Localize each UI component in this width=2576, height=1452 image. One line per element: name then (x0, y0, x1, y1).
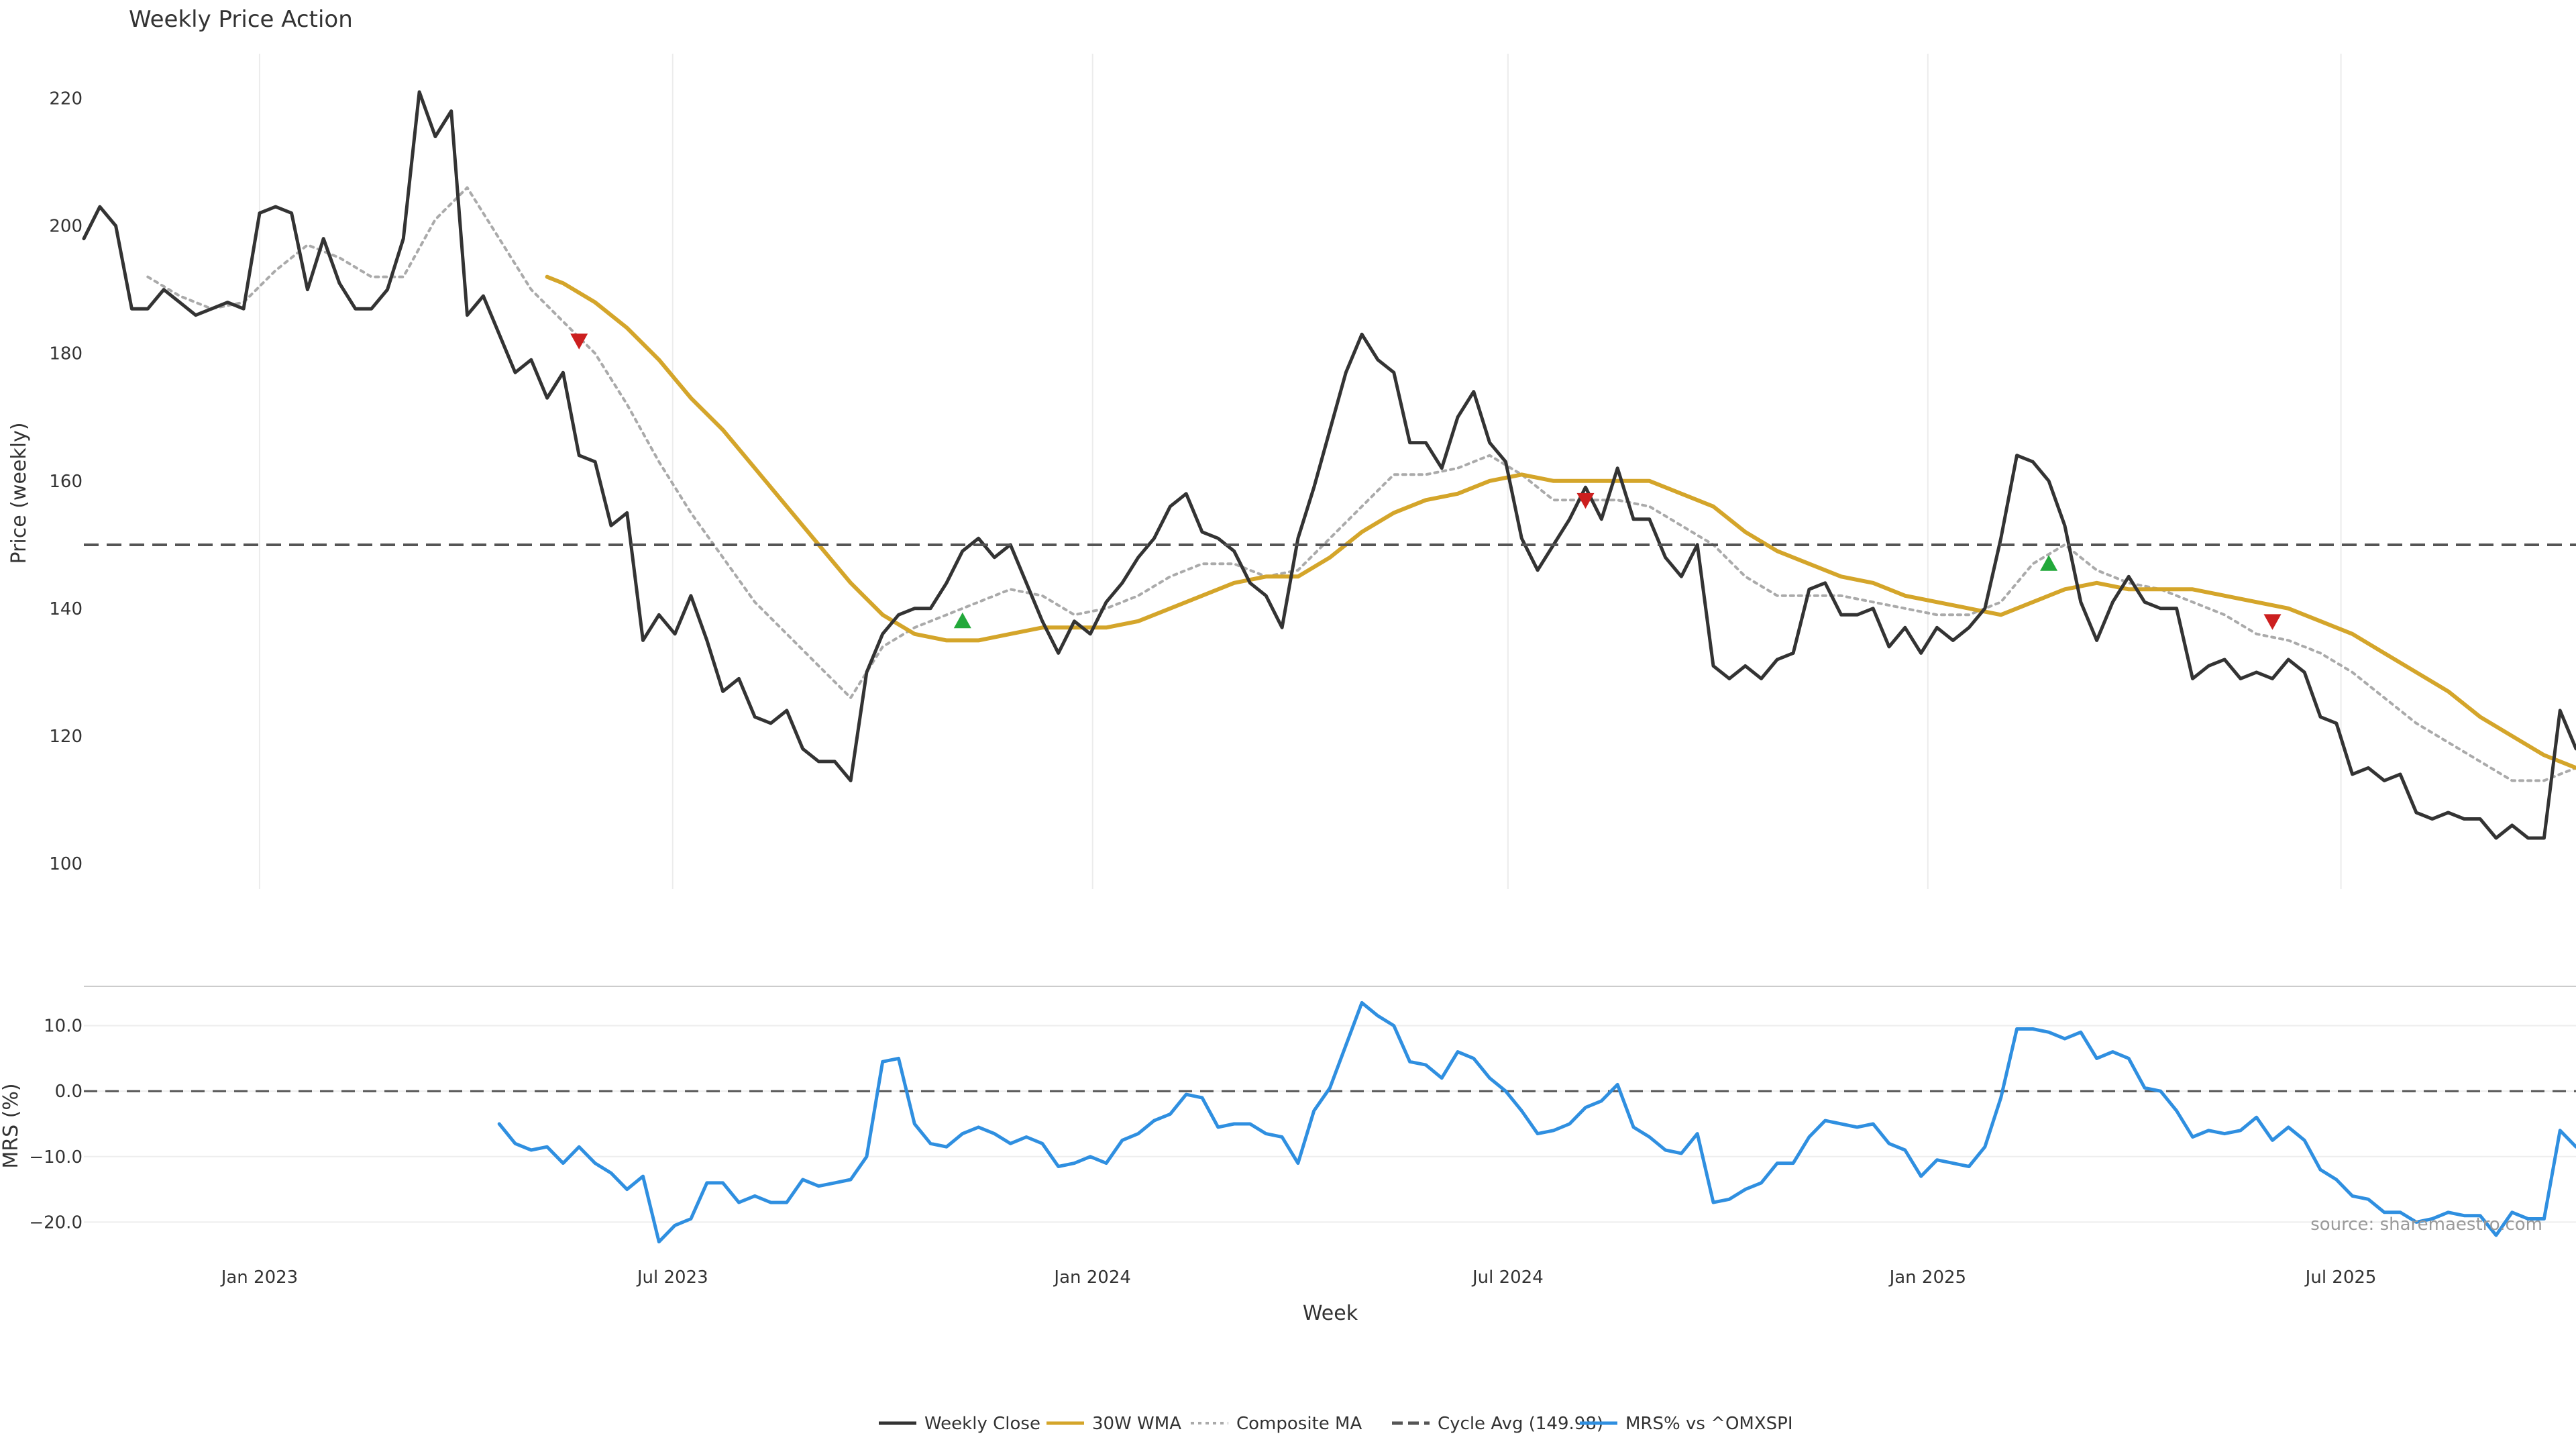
mrs-series-group (84, 1000, 2576, 1244)
legend-label: Weekly Close (924, 1414, 1040, 1434)
mrs-y-tick-label: −20.0 (29, 1212, 83, 1233)
mrs-y-ticks: 10.0 0.0 −10.0 −20.0 (29, 1017, 83, 1233)
price-grid (258, 54, 2342, 889)
wma-30w-line (545, 274, 2576, 770)
composite-ma-line (146, 186, 2576, 782)
x-axis-label: Week (1303, 1302, 1358, 1325)
price-y-tick-label: 220 (49, 89, 83, 109)
mrs-y-axis-label: MRS (%) (0, 1083, 23, 1168)
x-tick-label: Jan 2025 (1888, 1267, 1967, 1288)
sell-signal-marker (2263, 614, 2282, 630)
buy-signal-marker (2040, 555, 2058, 571)
price-y-tick-label: 180 (49, 344, 83, 364)
x-ticks: Jan 2023 Jul 2023 Jan 2024 Jul 2024 Jan 2025… (220, 1267, 2377, 1288)
price-series-group (82, 90, 2576, 840)
mrs-line (497, 1000, 2576, 1244)
source-watermark: source: sharemaestro.com (2310, 1214, 2542, 1235)
x-tick-label: Jul 2023 (636, 1267, 708, 1288)
legend-label: Cycle Avg (149.98) (1438, 1414, 1603, 1434)
price-y-tick-label: 120 (49, 727, 83, 747)
mrs-grid (84, 1025, 2576, 1223)
sell-signal-marker (1576, 492, 1595, 509)
x-tick-label: Jan 2023 (220, 1267, 299, 1288)
x-tick-label: Jul 2024 (1471, 1267, 1544, 1288)
price-y-tick-label: 140 (49, 599, 83, 619)
price-y-axis-label: Price (weekly) (7, 422, 31, 564)
price-y-tick-label: 100 (49, 854, 83, 874)
price-y-ticks: 100 120 140 160 180 200 220 (49, 89, 83, 874)
chart-title: Weekly Price Action (129, 6, 353, 33)
price-y-tick-label: 160 (49, 472, 83, 492)
signal-markers (570, 333, 2282, 630)
legend-label: Composite MA (1236, 1414, 1362, 1434)
sell-signal-marker (570, 333, 588, 350)
legend-label: MRS% vs ^OMXSPI (1625, 1414, 1793, 1434)
buy-signal-marker (953, 612, 971, 629)
mrs-y-tick-label: −10.0 (29, 1147, 83, 1168)
weekly-close-line (82, 90, 2576, 840)
mrs-y-tick-label: 10.0 (44, 1017, 83, 1037)
legend-label: 30W WMA (1092, 1414, 1181, 1434)
x-tick-label: Jul 2025 (2304, 1267, 2377, 1288)
mrs-y-tick-label: 0.0 (55, 1082, 83, 1102)
legend: Weekly Close 30W WMA Composite MA Cycle Avg… (879, 1414, 1793, 1434)
x-tick-label: Jan 2024 (1053, 1267, 1131, 1288)
price-y-tick-label: 200 (49, 217, 83, 237)
